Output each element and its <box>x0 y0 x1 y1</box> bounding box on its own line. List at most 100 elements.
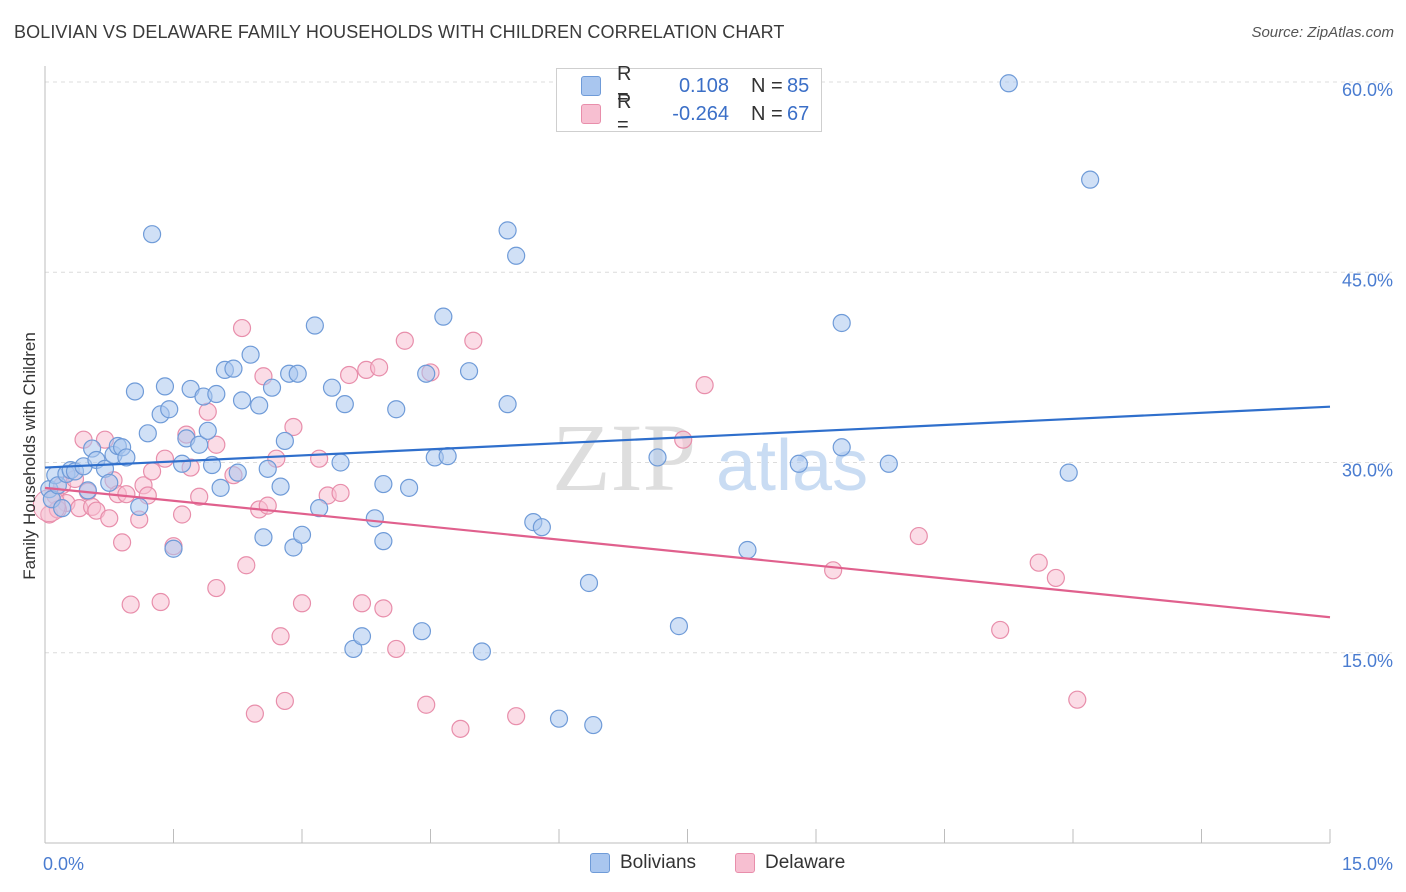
bolivian-point <box>207 384 226 404</box>
y-tick-label: 15.0% <box>1342 651 1393 671</box>
delaware-point <box>117 485 136 504</box>
delaware-point <box>271 627 290 646</box>
delaware-point <box>674 430 693 449</box>
delaware-point <box>245 704 264 723</box>
bolivian-point <box>412 622 432 641</box>
delaware-point <box>142 462 162 481</box>
bolivian-point <box>387 400 406 419</box>
bolivian-point <box>999 74 1018 93</box>
bolivian-point <box>288 364 307 383</box>
legend-r-label: R = <box>617 91 632 136</box>
bolivian-point <box>472 642 491 661</box>
delaware-point <box>232 318 252 338</box>
bolivian-point <box>224 359 243 378</box>
bolivian-point <box>335 395 354 414</box>
x-tick-label: 15.0% <box>1342 854 1393 874</box>
bolivian-point <box>1081 170 1100 189</box>
bolivian-point <box>190 435 209 454</box>
bolivian-point <box>292 525 312 544</box>
y-tick-label: 30.0% <box>1342 461 1393 481</box>
bolivian-point <box>738 540 757 560</box>
delaware-trend-line <box>44 486 1331 619</box>
bolivian-point <box>142 225 162 244</box>
delaware-point <box>451 719 470 738</box>
bolivian-point <box>53 499 72 518</box>
delaware-point <box>172 505 192 524</box>
legend-label-bolivians: Bolivians <box>620 852 697 873</box>
delaware-point <box>275 691 294 711</box>
delaware-point <box>1068 690 1087 709</box>
legend-item-bolivians[interactable]: Bolivians <box>590 852 696 874</box>
delaware-point <box>824 561 843 580</box>
y-tick-label: 60.0% <box>1342 80 1393 100</box>
bolivian-point <box>100 473 119 492</box>
bolivian-point <box>258 459 277 478</box>
bolivian-point <box>262 378 282 397</box>
legend-r-value: 0.108 <box>678 74 729 97</box>
chart-title: BOLIVIAN VS DELAWARE FAMILY HOUSEHOLDS W… <box>14 22 785 42</box>
delaware-point <box>284 417 303 437</box>
delaware-point <box>292 594 312 613</box>
delaware-point <box>464 331 483 350</box>
bolivian-point <box>254 528 273 547</box>
bolivian-point <box>198 421 217 440</box>
bolivian-point <box>275 431 294 451</box>
delaware-point <box>190 487 209 506</box>
bolivian-point <box>459 362 479 381</box>
delaware-point <box>387 639 406 659</box>
delaware-point <box>340 365 359 385</box>
tick-labels: 15.0% 30.0% 45.0% 60.0% 0.0% 15.0% <box>43 80 1393 874</box>
bolivian-point <box>832 313 851 333</box>
legend-r-value: -0.264 <box>672 102 729 125</box>
bolivian-point <box>228 463 247 482</box>
legend-n-value: 67 <box>787 102 810 125</box>
bolivian-point <box>172 454 192 473</box>
bolivian-point <box>434 307 453 326</box>
bolivian-point <box>584 715 603 735</box>
delaware-legend-swatch-icon <box>735 853 755 873</box>
legend-row-bolivians: R = 0.108 N = 85 <box>581 63 810 108</box>
bolivian-point <box>305 316 324 335</box>
delaware-point <box>331 483 350 503</box>
delaware-point <box>310 449 329 468</box>
legend-n-label: N = <box>751 102 783 125</box>
legend-item-delaware[interactable]: Delaware <box>735 852 845 874</box>
delaware-point <box>507 707 526 726</box>
bolivian-point <box>789 454 808 473</box>
bolivian-point <box>498 395 517 414</box>
bolivian-point <box>438 447 457 466</box>
bolivian-point <box>417 364 436 383</box>
bolivian-point <box>310 499 329 518</box>
bolivian-point <box>669 617 689 636</box>
bolivian-point <box>125 382 145 401</box>
bolivians-swatch-icon <box>581 76 601 96</box>
x-tick-label: 0.0% <box>43 854 84 874</box>
bolivian-point <box>352 627 372 646</box>
bolivian-point <box>579 573 599 593</box>
delaware-point <box>395 331 414 350</box>
delaware-point <box>695 376 714 395</box>
bolivian-point <box>117 448 136 467</box>
bolivian-point <box>365 509 384 528</box>
trend-lines <box>44 405 1331 619</box>
legend-n-value: 85 <box>787 74 810 97</box>
bolivian-point <box>241 345 260 364</box>
delaware-point <box>1029 553 1048 572</box>
delaware-point <box>374 599 393 618</box>
legend-r-label: R = <box>617 63 632 108</box>
bolivian-point <box>160 400 179 419</box>
bolivians-trend-line <box>44 405 1331 469</box>
bolivians-legend-swatch-icon <box>590 853 610 873</box>
bolivian-point <box>322 378 342 397</box>
delaware-point <box>417 695 436 714</box>
stats-legend: R = 0.108 N = 85 R = -0.264 N = 67 <box>556 63 822 136</box>
bolivian-point <box>532 518 551 537</box>
delaware-point <box>370 358 389 377</box>
y-axis-label: Family Households with Children <box>20 332 39 580</box>
delaware-point <box>112 533 132 552</box>
bolivian-point <box>344 639 363 659</box>
delaware-point <box>237 556 256 575</box>
bolivian-point <box>155 377 175 396</box>
bolivian-point <box>374 474 393 494</box>
bolivian-point <box>138 424 157 443</box>
